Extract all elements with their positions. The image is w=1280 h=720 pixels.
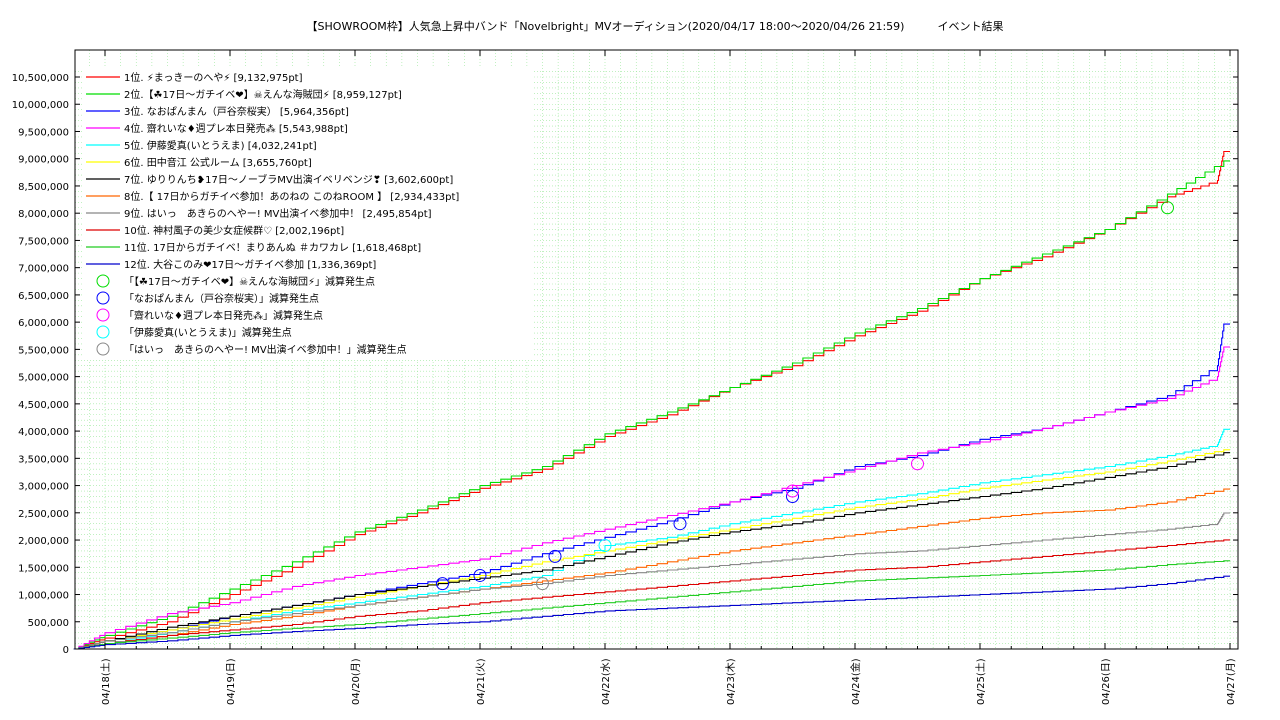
legend-entry-12: 12位. 大谷このみ❤17日〜ガチイベ参加 [1,336,369pt] xyxy=(124,258,376,271)
x-axis: 04/18(土) 04/19(日) 04/20(月) 04/21(火) 04/22(水)… xyxy=(99,50,1237,705)
y-tick-label: 4,500,000 xyxy=(18,400,69,411)
legend-box xyxy=(82,66,532,360)
x-tick-label: 04/21(火) xyxy=(475,658,487,705)
y-tick-label: 1,500,000 xyxy=(18,563,69,574)
x-tick-label: 04/27(月) xyxy=(1225,658,1237,705)
y-tick-label: 8,500,000 xyxy=(18,182,69,193)
series-line-12 xyxy=(73,575,1230,650)
x-tick-label: 04/26(日) xyxy=(1101,658,1112,705)
marker-point-2 xyxy=(436,577,449,591)
legend-marker-4 xyxy=(96,325,110,339)
x-tick-label: 04/18(土) xyxy=(99,658,112,705)
legend-marker-entry-2: 「なおぱんまん（戸谷奈桜実）」減算発生点 xyxy=(124,292,319,305)
x-tick-label: 04/25(土) xyxy=(974,658,987,705)
legend-entry-9: 9位. はいっ あきらのへやー! MV出演イベ参加中！ [2,495,854pt… xyxy=(124,207,432,220)
y-tick-label: 5,500,000 xyxy=(18,345,69,356)
legend-marker-entry-5: 「はいっ あきらのへやー! MV出演イベ参加中！」減算発生点 xyxy=(124,343,407,356)
legend-entry-4: 4位. 齋れいな♦週プレ本日発売⁂ [5,543,988pt] xyxy=(124,122,348,135)
series-line-8 xyxy=(73,488,1230,650)
series-line-2 xyxy=(73,160,1230,650)
y-tick-label: 10,500,000 xyxy=(12,73,69,84)
y-tick-label: 2,000,000 xyxy=(18,536,69,547)
series-line-10 xyxy=(73,539,1230,650)
y-tick-label: 3,000,000 xyxy=(18,482,69,493)
legend-marker-3 xyxy=(96,308,110,322)
marker-point-1 xyxy=(1161,201,1174,215)
marker-point-2 xyxy=(548,549,562,563)
y-tick-label: 7,500,000 xyxy=(18,236,69,247)
y-tick-label: 2,500,000 xyxy=(18,509,69,520)
marker-point-4 xyxy=(598,538,612,552)
x-tick-label: 04/22(水) xyxy=(600,658,612,705)
legend: 1位. ⚡まっきーのへや⚡ [9,132,975pt] 2位.【☘17日〜ガチイベ… xyxy=(82,66,532,360)
legend-marker-5 xyxy=(96,342,110,356)
legend-marker-entry-3: 「齋れいな♦週プレ本日発売⁂」減算発生点 xyxy=(124,309,323,322)
series-line-11 xyxy=(73,560,1230,650)
x-tick-label: 04/19(日) xyxy=(226,658,237,705)
series-line-9 xyxy=(73,512,1230,650)
series-line-4 xyxy=(73,346,1230,650)
series-lines xyxy=(73,150,1230,650)
marker-point-2 xyxy=(786,489,799,503)
y-tick-label: 0 xyxy=(63,645,69,656)
legend-entry-7: 7位. ゆりりんち❥17日〜ノーブラMV出演イベリベンジ❣ [3,602,600… xyxy=(124,173,453,186)
y-tick-label: 10,000,000 xyxy=(12,100,69,111)
marker-point-2 xyxy=(473,568,487,582)
marker-point-3 xyxy=(911,457,924,471)
y-tick-label: 8,000,000 xyxy=(18,209,69,220)
marker-point-3 xyxy=(786,484,799,498)
legend-entry-2: 2位.【☘17日〜ガチイベ❤】☠えんな海賊団⚡ [8,959,127pt] xyxy=(124,88,402,101)
x-tick-label: 04/24(金) xyxy=(849,658,862,705)
y-tick-label: 7,000,000 xyxy=(18,264,69,275)
legend-marker-1 xyxy=(96,274,110,288)
x-tick-label: 04/20(月) xyxy=(350,658,362,705)
legend-entry-10: 10位. 神村風子の美少女症候群♡ [2,002,196pt] xyxy=(124,224,344,237)
legend-marker-2 xyxy=(96,291,110,305)
legend-marker-entry-4: 「伊藤愛真(いとうえま)」減算発生点 xyxy=(124,326,292,339)
y-axis: 0 500,000 1,000,000 1,500,000 2,000,000 2,500… xyxy=(12,73,1238,656)
y-tick-label: 5,000,000 xyxy=(18,373,69,384)
chart-title: 【SHOWROOM枠】人気急上昇中バンド「Novelbright」MVオーディシ… xyxy=(307,19,1004,33)
series-line-6 xyxy=(73,449,1230,650)
y-tick-label: 6,500,000 xyxy=(18,291,69,302)
y-tick-label: 4,000,000 xyxy=(18,427,69,438)
x-tick-label: 04/23(木) xyxy=(725,658,737,705)
legend-entry-5: 5位. 伊藤愛真(いとうえま) [4,032,241pt] xyxy=(124,139,317,152)
subtraction-markers xyxy=(436,201,1174,591)
legend-marker-entry-1: 「【☘17日〜ガチイベ❤】☠えんな海賊団⚡」減算発生点 xyxy=(124,275,375,288)
y-tick-label: 9,000,000 xyxy=(18,155,69,166)
legend-entry-8: 8位.【 17日からガチイベ参加！あのねの このねROOM 】 [2,934,4… xyxy=(124,190,459,203)
legend-entry-6: 6位. 田中音江 公式ルーム [3,655,760pt] xyxy=(124,156,312,169)
y-tick-label: 9,500,000 xyxy=(18,127,69,138)
y-tick-label: 6,000,000 xyxy=(18,318,69,329)
y-tick-label: 500,000 xyxy=(28,618,69,629)
legend-entry-11: 11位. 17日からガチイベ！まりあんぬ ＃カワカレ [1,618,468pt] xyxy=(124,241,421,254)
marker-point-5 xyxy=(536,577,549,591)
y-tick-label: 3,500,000 xyxy=(18,454,69,465)
marker-point-2 xyxy=(673,517,687,531)
legend-entry-1: 1位. ⚡まっきーのへや⚡ [9,132,975pt] xyxy=(124,71,303,84)
y-tick-label: 1,000,000 xyxy=(18,591,69,602)
legend-entry-3: 3位. なおぱんまん（戸谷奈桜実） [5,964,356pt] xyxy=(124,105,349,118)
series-line-7 xyxy=(73,452,1230,650)
